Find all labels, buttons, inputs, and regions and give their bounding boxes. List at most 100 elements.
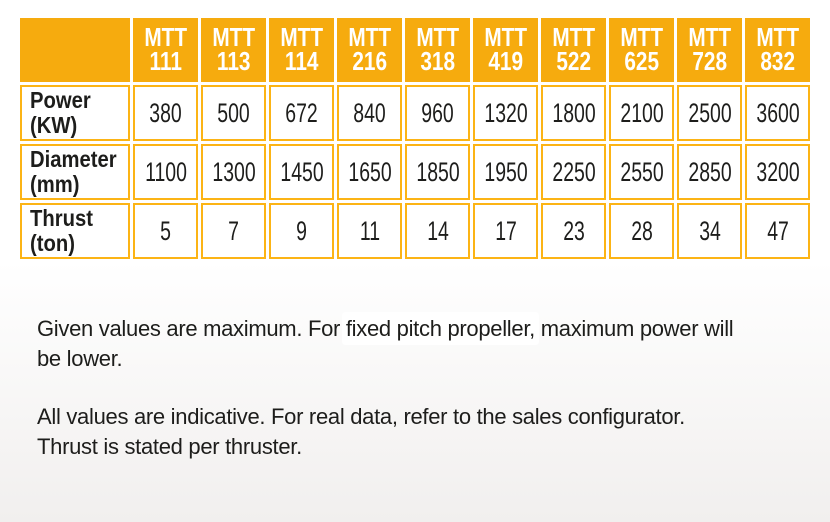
column-header-line2: 216 xyxy=(352,46,388,76)
cell-value: 5 xyxy=(160,215,172,246)
column-header-line2: 728 xyxy=(692,46,728,76)
table-cell-thrust-mtt-111: 5 xyxy=(133,203,199,259)
cell-value: 3600 xyxy=(756,97,800,128)
note-text: be lower. xyxy=(37,346,123,371)
cell-value: 28 xyxy=(631,215,653,246)
cell-value: 1320 xyxy=(484,97,528,128)
column-header-line1: MTT xyxy=(620,22,664,52)
cell-value: 2850 xyxy=(688,156,732,187)
table-row-thrust: Thrust (ton) 5 7 9 11 14 17 23 28 34 47 xyxy=(20,203,811,259)
note-highlight: fixed pitch propeller, xyxy=(345,316,535,341)
cell-value: 1300 xyxy=(212,156,256,187)
column-header-line1: MTT xyxy=(144,22,188,52)
table-body: Power (KW) 380 500 672 840 960 1320 1800 2100 2500… xyxy=(20,85,811,259)
cell-value: 1850 xyxy=(416,156,460,187)
column-header-line2: 522 xyxy=(556,46,592,76)
cell-value: 47 xyxy=(767,215,789,246)
cell-value: 2100 xyxy=(620,97,664,128)
column-header-text: MTT 728 xyxy=(688,22,732,76)
row-label-diameter: Diameter (mm) xyxy=(20,144,131,200)
cell-value: 1100 xyxy=(145,156,187,187)
cell-value: 1650 xyxy=(348,156,392,187)
cell-value: 11 xyxy=(359,215,381,246)
column-header-line2: 832 xyxy=(760,46,796,76)
column-header-mtt-625: MTT 625 xyxy=(609,18,675,82)
column-header-line2: 113 xyxy=(217,46,251,76)
cell-value: 9 xyxy=(296,215,308,246)
cell-value: 960 xyxy=(421,97,455,128)
column-header-mtt-522: MTT 522 xyxy=(541,18,607,82)
note-text: maximum power will xyxy=(534,316,734,341)
table-header: MTT 111 MTT 113 MTT 114 MTT 216 MTT 318 MTT 419 MTT 5… xyxy=(20,18,811,82)
thruster-spec-table: MTT 111 MTT 113 MTT 114 MTT 216 MTT 318 MTT 419 MTT 5… xyxy=(17,15,813,262)
table-cell-thrust-mtt-728: 34 xyxy=(677,203,743,259)
table-cell-thrust-mtt-419: 17 xyxy=(473,203,539,259)
column-header-text: MTT 114 xyxy=(280,22,324,76)
table-cell-diameter-mtt-832: 3200 xyxy=(745,144,811,200)
column-header-line1: MTT xyxy=(688,22,732,52)
column-header-line2: 111 xyxy=(149,46,183,76)
cell-value: 2250 xyxy=(552,156,596,187)
notes: Given values are maximum. For fixed pitc… xyxy=(37,314,790,462)
table-row-power: Power (KW) 380 500 672 840 960 1320 1800 2100 2500… xyxy=(20,85,811,141)
row-label-power: Power (KW) xyxy=(20,85,131,141)
note-text: Given values are maximum. For xyxy=(37,316,346,341)
column-header-text: MTT 419 xyxy=(485,24,528,74)
column-header-line1: MTT xyxy=(756,22,800,52)
table-cell-diameter-mtt-111: 1100 xyxy=(133,144,199,200)
column-header-mtt-113: MTT 113 xyxy=(201,18,267,82)
cell-value: 1450 xyxy=(280,156,324,187)
column-header-text: MTT 111 xyxy=(144,22,188,76)
table-cell-power-mtt-113: 500 xyxy=(201,85,267,141)
table-cell-diameter-mtt-728: 2850 xyxy=(677,144,743,200)
table-cell-power-mtt-318: 960 xyxy=(405,85,471,141)
table-cell-diameter-mtt-113: 1300 xyxy=(201,144,267,200)
note-paragraph-max-values: Given values are maximum. For fixed pitc… xyxy=(37,314,790,374)
table-cell-power-mtt-111: 380 xyxy=(133,85,199,141)
table-cell-power-mtt-625: 2100 xyxy=(609,85,675,141)
table-cell-diameter-mtt-419: 1950 xyxy=(473,144,539,200)
column-header-mtt-728: MTT 728 xyxy=(677,18,743,82)
cell-value: 34 xyxy=(699,215,721,246)
note-text: All values are indicative. For real data… xyxy=(37,404,685,429)
row-label-line1: Power xyxy=(30,87,91,113)
row-label-text: Power (KW) xyxy=(30,88,91,138)
column-header-line2: 625 xyxy=(624,46,660,76)
row-label-text: Thrust (ton) xyxy=(30,206,93,256)
table-cell-thrust-mtt-522: 23 xyxy=(541,203,607,259)
column-header-mtt-111: MTT 111 xyxy=(133,18,199,82)
cell-value: 7 xyxy=(228,215,240,246)
row-label-line1: Thrust xyxy=(30,205,93,231)
cell-value: 1950 xyxy=(484,156,528,187)
row-label-line2: (ton) xyxy=(30,230,75,256)
table-row-diameter: Diameter (mm) 1100 1300 1450 1650 1850 1950 2250… xyxy=(20,144,811,200)
table-cell-power-mtt-522: 1800 xyxy=(541,85,607,141)
note-text: Thrust is stated per thruster. xyxy=(37,434,302,459)
column-header-text: MTT 522 xyxy=(552,22,596,76)
column-header-text: MTT 216 xyxy=(349,24,392,76)
cell-value: 500 xyxy=(217,97,251,128)
cell-value: 23 xyxy=(563,215,585,246)
column-header-line1: MTT xyxy=(552,22,596,52)
row-label-line1: Diameter xyxy=(30,146,117,172)
table-cell-power-mtt-419: 1320 xyxy=(473,85,539,141)
column-header-text: MTT 318 xyxy=(417,24,460,76)
column-header-mtt-832: MTT 832 xyxy=(745,18,811,82)
corner-cell xyxy=(20,18,131,82)
column-header-line2: 318 xyxy=(420,46,456,76)
table-cell-diameter-mtt-216: 1650 xyxy=(337,144,403,200)
table-header-row: MTT 111 MTT 113 MTT 114 MTT 216 MTT 318 MTT 419 MTT 5… xyxy=(20,18,811,82)
table-cell-thrust-mtt-625: 28 xyxy=(609,203,675,259)
column-header-line1: MTT xyxy=(212,22,256,52)
column-header-line1: MTT xyxy=(280,22,324,52)
cell-value: 672 xyxy=(285,97,319,128)
row-label-text: Diameter (mm) xyxy=(30,147,117,197)
row-label-thrust: Thrust (ton) xyxy=(20,203,131,259)
column-header-line2: 114 xyxy=(285,46,319,76)
table-cell-thrust-mtt-113: 7 xyxy=(201,203,267,259)
cell-value: 380 xyxy=(149,97,183,128)
column-header-mtt-419: MTT 419 xyxy=(473,18,539,82)
cell-value: 17 xyxy=(495,215,517,246)
table-cell-diameter-mtt-114: 1450 xyxy=(269,144,335,200)
note-paragraph-indicative: All values are indicative. For real data… xyxy=(37,402,790,462)
